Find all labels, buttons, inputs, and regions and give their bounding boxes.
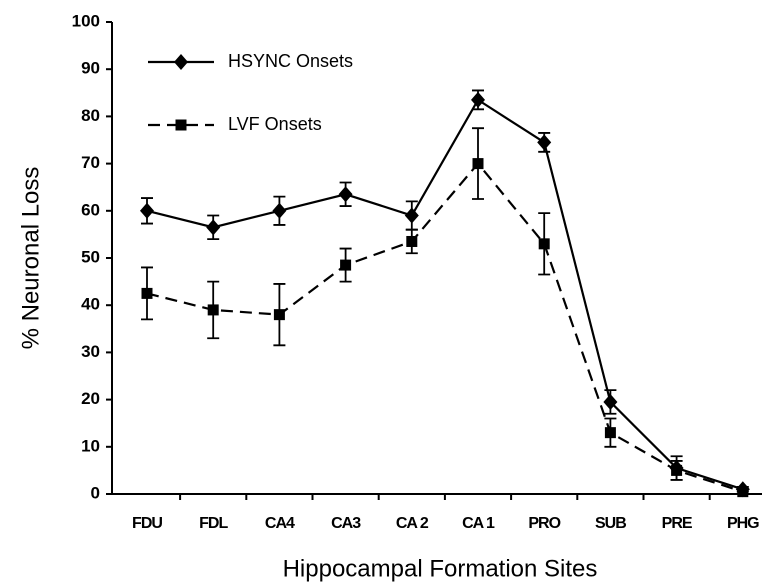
- y-axis-label: % Neuronal Loss: [17, 167, 44, 350]
- y-tick-label: 80: [81, 106, 100, 125]
- marker: [404, 207, 419, 224]
- x-tick-label: PHG: [727, 515, 759, 532]
- x-tick-label: SUB: [595, 515, 626, 532]
- legend-label: LVF Onsets: [228, 114, 322, 134]
- x-tick-label: FDL: [199, 515, 228, 532]
- marker: [206, 219, 221, 236]
- y-tick-label: 100: [72, 11, 100, 30]
- marker: [273, 309, 285, 321]
- y-tick-label: 70: [81, 153, 100, 172]
- marker: [141, 287, 153, 299]
- marker: [140, 202, 154, 219]
- y-tick-label: 10: [81, 436, 100, 455]
- marker: [671, 464, 683, 476]
- marker: [338, 186, 353, 203]
- y-tick-label: 20: [81, 389, 100, 408]
- marker: [604, 427, 616, 439]
- y-tick-label: 40: [81, 295, 100, 314]
- y-tick-label: 0: [91, 483, 100, 502]
- marker: [175, 119, 187, 131]
- marker: [472, 158, 484, 170]
- marker: [737, 486, 749, 498]
- x-axis-label: Hippocampal Formation Sites: [283, 555, 598, 582]
- x-tick-label: PRE: [662, 515, 693, 532]
- marker: [207, 304, 219, 316]
- marker: [537, 134, 552, 151]
- marker: [272, 202, 287, 219]
- marker: [538, 238, 550, 250]
- x-tick-label: PRO: [528, 515, 560, 532]
- y-tick-label: 90: [81, 59, 100, 78]
- x-tick-label: CA 2: [396, 515, 429, 532]
- marker: [174, 54, 188, 70]
- y-tick-label: 50: [81, 247, 100, 266]
- x-tick-label: FDU: [132, 515, 162, 532]
- x-tick-label: CA3: [331, 515, 361, 532]
- y-tick-label: 30: [81, 342, 100, 361]
- series-line: [146, 161, 744, 493]
- marker: [340, 259, 352, 271]
- series-line: [146, 98, 744, 491]
- marker: [603, 393, 618, 410]
- legend-label: HSYNC Onsets: [228, 51, 353, 71]
- marker: [471, 91, 485, 108]
- y-tick-label: 60: [81, 200, 100, 219]
- x-tick-label: CA 1: [462, 515, 495, 532]
- x-tick-label: CA4: [265, 515, 295, 532]
- marker: [406, 235, 418, 247]
